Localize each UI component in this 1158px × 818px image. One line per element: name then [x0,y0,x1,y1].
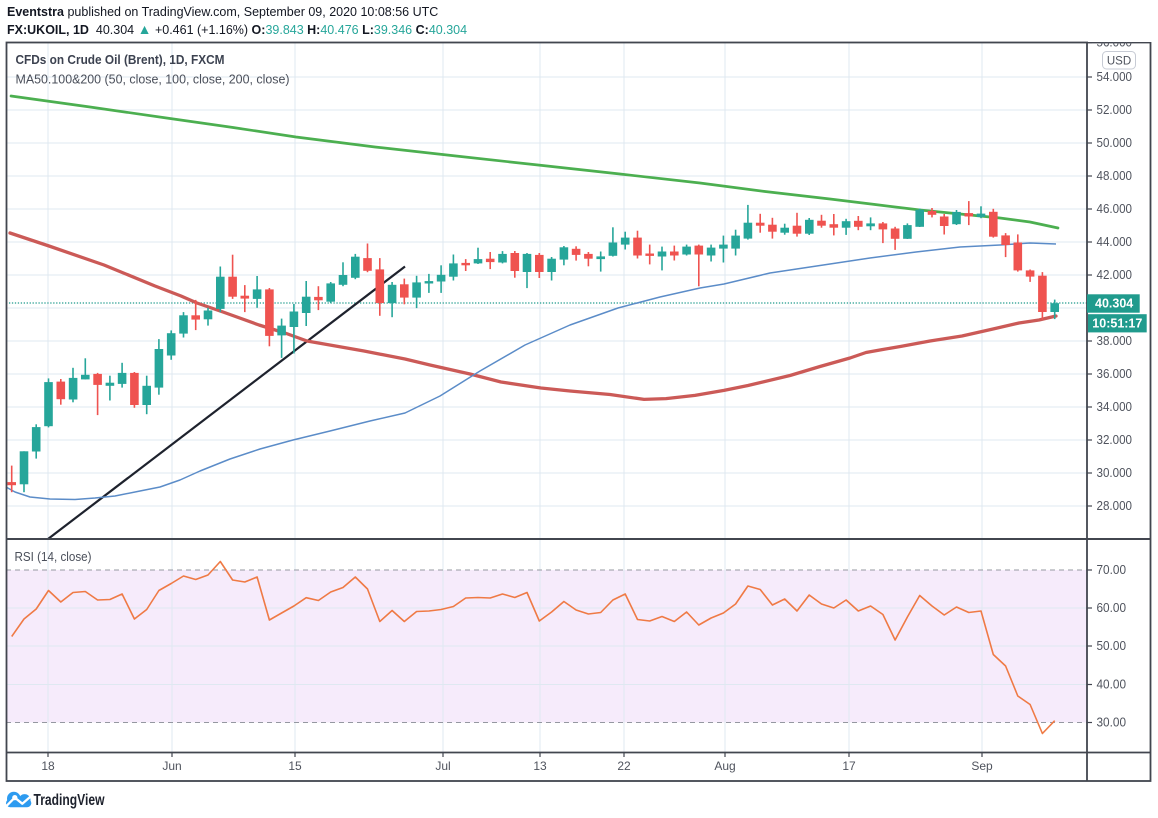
svg-text:MA50.100&200 (50, close, 100,: MA50.100&200 (50, close, 100, close, 200… [16,73,290,87]
svg-text:10:51:17: 10:51:17 [1092,317,1142,331]
svg-text:RSI (14, close): RSI (14, close) [15,550,92,564]
svg-text:50.000: 50.000 [1097,136,1133,150]
svg-text:34.000: 34.000 [1097,400,1133,414]
svg-text:USD: USD [1107,56,1131,68]
svg-text:22: 22 [617,759,631,773]
svg-text:30.00: 30.00 [1097,716,1127,730]
svg-text:15: 15 [288,759,302,773]
svg-text:17: 17 [842,759,856,773]
svg-text:Sep: Sep [971,759,993,773]
svg-text:Jun: Jun [162,759,181,773]
svg-text:40.00: 40.00 [1097,678,1127,692]
svg-text:46.000: 46.000 [1097,202,1133,216]
svg-text:13: 13 [533,759,547,773]
svg-text:42.000: 42.000 [1097,268,1133,282]
svg-text:Aug: Aug [714,759,735,773]
svg-text:28.000: 28.000 [1097,499,1133,513]
svg-text:48.000: 48.000 [1097,169,1133,183]
svg-text:54.000: 54.000 [1097,70,1133,84]
svg-text:18: 18 [41,759,55,773]
svg-text:60.00: 60.00 [1097,601,1127,615]
svg-text:36.000: 36.000 [1097,367,1133,381]
svg-text:TradingView: TradingView [34,792,106,809]
svg-text:70.00: 70.00 [1097,563,1127,577]
svg-text:38.000: 38.000 [1097,334,1133,348]
svg-text:50.00: 50.00 [1097,639,1127,653]
svg-text:30.000: 30.000 [1097,466,1133,480]
svg-text:52.000: 52.000 [1097,103,1133,117]
svg-text:Jul: Jul [435,759,450,773]
svg-text:40.304: 40.304 [1095,296,1133,310]
svg-text:32.000: 32.000 [1097,433,1133,447]
svg-text:CFDs on Crude Oil (Brent), 1D,: CFDs on Crude Oil (Brent), 1D, FXCM [16,53,225,67]
svg-text:44.000: 44.000 [1097,235,1133,249]
